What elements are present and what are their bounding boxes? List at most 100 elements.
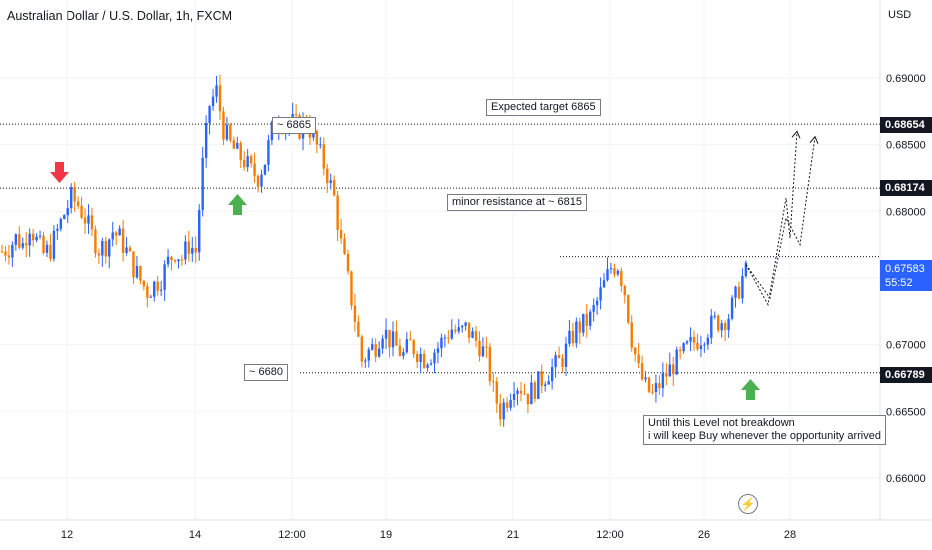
price-tick-label: 0.66500: [886, 406, 926, 418]
projection-arrowhead-icon: [791, 130, 801, 139]
candle-body: [191, 248, 194, 254]
candle-body: [187, 241, 191, 254]
level-note[interactable]: Until this Level not breakdown i will ke…: [643, 415, 886, 445]
support-note[interactable]: ~ 6680: [244, 364, 288, 381]
candle-body: [720, 323, 723, 331]
candle-body: [741, 276, 744, 299]
candle-body: [416, 354, 419, 362]
candle-body: [564, 343, 568, 367]
candle-body: [485, 346, 488, 348]
candle-body: [166, 256, 170, 265]
candle-body: [682, 343, 685, 352]
candle-body: [232, 140, 236, 149]
candle-body: [357, 321, 360, 337]
candle-body: [717, 315, 720, 331]
support-price-badge: 0.66789: [880, 367, 932, 383]
candle-body: [236, 142, 239, 149]
candle-body: [512, 393, 516, 400]
candle-body: [243, 159, 246, 168]
level-note-line2: i will keep Buy whenever the opportunity…: [648, 430, 881, 442]
candle-body: [25, 243, 28, 246]
candle-body: [7, 255, 11, 258]
candle-body: [495, 381, 498, 404]
projection-line: [745, 136, 816, 300]
candle-body: [654, 383, 658, 393]
candle-body: [661, 373, 665, 389]
candle-body: [627, 295, 630, 323]
candle-body: [405, 339, 409, 353]
candle-body: [211, 96, 215, 107]
candle-body: [353, 305, 357, 322]
candle-body: [505, 402, 509, 408]
candle-body: [73, 187, 76, 202]
candle-body: [256, 175, 260, 187]
up-arrow-icon: [228, 194, 247, 215]
live-price: 0.67583: [885, 263, 925, 275]
candle-body: [125, 247, 128, 253]
candle-body: [11, 244, 14, 258]
candle-body: [599, 287, 602, 301]
candle-body: [80, 205, 83, 218]
candle-body: [640, 363, 644, 380]
candle-body: [38, 235, 42, 237]
candle-body: [678, 349, 682, 352]
candle-body: [547, 381, 550, 385]
candle-body: [409, 339, 412, 341]
candle-body: [270, 121, 274, 141]
candle-body: [156, 281, 159, 291]
candles: [0, 74, 748, 427]
candle-body: [478, 340, 481, 357]
time-tick-label: 12:00: [278, 529, 306, 541]
candle-body: [672, 364, 675, 375]
candle-body: [595, 300, 599, 306]
time-tick-label: 19: [380, 529, 392, 541]
candle-body: [568, 330, 571, 344]
candle-body: [696, 342, 699, 350]
candle-body: [633, 347, 637, 355]
candle-body: [651, 391, 654, 393]
candle-body: [464, 322, 467, 326]
candle-body: [675, 349, 678, 375]
candle-body: [544, 384, 547, 386]
candle-body: [350, 271, 353, 306]
candle-body: [21, 243, 24, 248]
down-arrow-icon: [50, 162, 69, 183]
lightning-icon[interactable]: ⚡: [738, 494, 758, 514]
currency-label[interactable]: USD: [888, 9, 912, 21]
candle-body: [146, 286, 149, 298]
price-tick-label: 0.69000: [886, 73, 926, 85]
time-tick-label: 12:00: [596, 529, 624, 541]
candle-body: [14, 234, 18, 245]
candle-body: [561, 358, 564, 367]
candle-body: [367, 349, 370, 361]
candle-body: [613, 268, 616, 275]
target-note[interactable]: Expected target 6865: [486, 99, 601, 116]
candle-body: [710, 315, 713, 338]
candle-body: [312, 131, 315, 138]
candle-body: [492, 381, 495, 383]
candle-body: [457, 327, 460, 332]
candle-body: [571, 330, 575, 344]
candle-body: [101, 240, 104, 256]
candle-body: [371, 344, 374, 350]
candle-body: [516, 390, 519, 394]
candle-body: [554, 355, 557, 368]
candle-body: [94, 229, 97, 254]
high-note[interactable]: ~ 6865: [272, 117, 316, 134]
candle-body: [208, 106, 211, 123]
candle-body: [474, 331, 478, 341]
resistance-note[interactable]: minor resistance at ~ 6815: [447, 194, 587, 211]
live-price-badge: 0.67583 55:52: [880, 260, 932, 291]
candle-body: [246, 156, 249, 168]
candle-body: [149, 296, 152, 298]
candle-body: [737, 286, 741, 299]
candle-body: [499, 403, 502, 420]
candle-body: [87, 215, 90, 224]
candle-body: [440, 337, 443, 349]
candle-body: [502, 402, 505, 420]
candle-body: [339, 229, 343, 239]
candle-body: [550, 367, 554, 382]
candle-body: [727, 318, 730, 330]
candle-body: [419, 353, 422, 362]
